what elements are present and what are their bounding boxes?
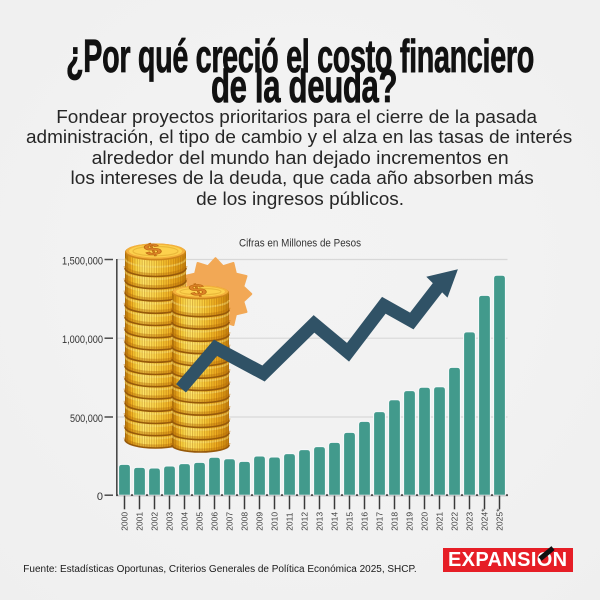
- svg-text:Cifras en Millones de Pesos: Cifras en Millones de Pesos: [239, 237, 361, 249]
- svg-text:1,500,000: 1,500,000: [62, 255, 103, 267]
- svg-text:2012: 2012: [300, 512, 310, 531]
- svg-text:2017: 2017: [375, 512, 385, 531]
- svg-text:2001: 2001: [135, 512, 145, 531]
- svg-text:2007: 2007: [225, 512, 235, 531]
- svg-text:2025*: 2025*: [495, 508, 505, 531]
- svg-text:2008: 2008: [240, 512, 250, 531]
- svg-text:2022: 2022: [450, 512, 460, 531]
- svg-text:0: 0: [97, 491, 103, 503]
- svg-text:2015: 2015: [345, 512, 355, 531]
- svg-text:2020: 2020: [420, 512, 430, 531]
- svg-text:2023: 2023: [465, 512, 475, 531]
- svg-text:2024*: 2024*: [480, 508, 490, 531]
- svg-text:2003: 2003: [165, 512, 175, 531]
- svg-text:2019: 2019: [405, 512, 415, 531]
- svg-text:2005: 2005: [195, 512, 205, 531]
- svg-text:1,000,000: 1,000,000: [62, 334, 103, 346]
- svg-text:2013: 2013: [315, 512, 325, 531]
- svg-text:2006: 2006: [210, 512, 220, 531]
- svg-text:2010: 2010: [270, 512, 280, 531]
- svg-text:2011: 2011: [285, 512, 295, 531]
- svg-text:2014: 2014: [330, 512, 340, 531]
- svg-text:2000: 2000: [120, 512, 130, 531]
- svg-text:500,000: 500,000: [70, 413, 103, 425]
- svg-text:$: $: [186, 280, 210, 300]
- svg-text:2004: 2004: [180, 512, 190, 531]
- svg-text:$: $: [141, 240, 165, 260]
- svg-text:2002: 2002: [150, 512, 160, 531]
- svg-text:2009: 2009: [255, 512, 265, 531]
- svg-text:2018: 2018: [390, 512, 400, 531]
- svg-text:2016: 2016: [360, 512, 370, 531]
- svg-text:2021: 2021: [435, 512, 445, 531]
